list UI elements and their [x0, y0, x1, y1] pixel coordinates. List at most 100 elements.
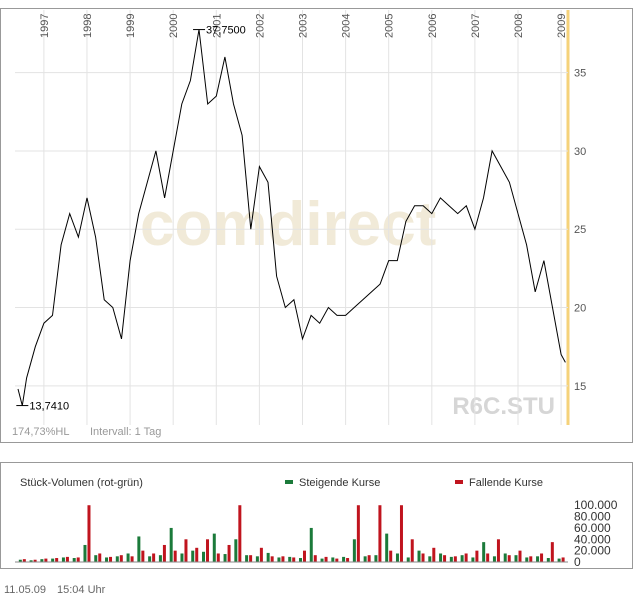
volume-bar: [346, 558, 350, 562]
volume-bar: [443, 555, 447, 562]
volume-bar: [259, 547, 263, 562]
x-tick-label: 2002: [254, 14, 266, 38]
y-tick-label: 15: [574, 381, 586, 393]
volume-bar: [223, 554, 227, 562]
volume-bar: [141, 550, 145, 562]
x-tick-label: 1997: [39, 14, 51, 38]
volume-bar: [238, 505, 242, 562]
volume-bar: [76, 557, 80, 562]
volume-bar: [471, 557, 475, 562]
volume-bar: [72, 558, 76, 562]
volume-bar: [417, 550, 421, 562]
volume-bar: [202, 551, 206, 562]
volume-bar: [374, 555, 378, 562]
legend-label: Steigende Kurse: [299, 477, 380, 489]
symbol: R6C.STU: [452, 393, 555, 420]
legend-label: Fallende Kurse: [469, 477, 543, 489]
volume-bar: [464, 553, 468, 562]
x-tick-label: 2004: [341, 14, 353, 38]
volume-bar: [22, 559, 26, 562]
volume-bar: [206, 539, 210, 562]
volume-bar: [518, 550, 522, 562]
volume-bar: [152, 553, 156, 562]
x-tick-label: 2007: [470, 14, 482, 38]
volume-bar: [65, 556, 69, 562]
volume-bar: [421, 553, 425, 562]
volume-bar: [292, 557, 296, 562]
watermark: comdirect: [140, 190, 436, 259]
volume-bar: [266, 552, 270, 562]
volume-bar: [180, 553, 184, 562]
volume-bar: [119, 555, 123, 562]
volume-bar: [234, 539, 238, 562]
volume-tick-label: 100.000: [574, 498, 618, 512]
volume-bar: [460, 555, 464, 562]
x-tick-label: 1999: [125, 14, 137, 38]
volume-bar: [449, 556, 453, 562]
volume-bar: [51, 558, 55, 562]
footer-date: 11.05.09: [4, 584, 46, 596]
y-tick-label: 30: [574, 146, 586, 158]
x-tick-label: 2005: [384, 14, 396, 38]
volume-bar: [249, 555, 253, 562]
volume-bar: [352, 539, 356, 562]
volume-bar: [536, 556, 540, 562]
volume-bar: [331, 557, 335, 562]
volume-bar: [363, 556, 367, 562]
volume-bar: [270, 556, 274, 562]
volume-bar: [105, 557, 109, 562]
volume-bar: [162, 544, 166, 562]
legend-swatch: [455, 480, 463, 484]
y-tick-label: 20: [574, 303, 586, 315]
volume-bar: [557, 558, 561, 562]
volume-bar: [309, 527, 313, 562]
volume-bar: [507, 555, 511, 562]
y-tick-label: 35: [574, 68, 586, 80]
volume-bar: [503, 553, 507, 562]
interval-info: Intervall: 1 Tag: [90, 426, 161, 438]
volume-bar: [324, 556, 328, 562]
volume-bar: [83, 544, 87, 562]
volume-title: Stück-Volumen (rot-grün): [20, 477, 143, 489]
volume-bar: [378, 505, 382, 562]
volume-bar: [40, 559, 44, 562]
volume-bar: [453, 556, 457, 562]
y-tick-label: 25: [574, 224, 586, 236]
volume-bar: [335, 558, 339, 562]
volume-bar: [546, 558, 550, 562]
volume-bar: [540, 553, 544, 562]
volume-bar: [561, 557, 565, 562]
volume-bar: [130, 556, 134, 562]
volume-bar: [288, 556, 292, 562]
volume-bar: [410, 539, 414, 562]
volume-bar: [227, 544, 231, 562]
volume-bar: [281, 556, 285, 562]
volume-bar: [245, 555, 249, 562]
volume-bar: [525, 557, 529, 562]
volume-bar: [61, 557, 65, 562]
x-tick-label: 2003: [297, 14, 309, 38]
volume-bar: [169, 527, 173, 562]
x-tick-label: 2001: [211, 14, 223, 38]
volume-bar: [395, 553, 399, 562]
legend-swatch: [285, 480, 293, 484]
volume-bar: [302, 550, 306, 562]
volume-bar: [94, 555, 98, 562]
volume-bar: [255, 556, 259, 562]
x-tick-label: 2000: [168, 14, 180, 38]
volume-bar: [320, 558, 324, 562]
volume-bar: [173, 550, 177, 562]
volume-bar: [158, 555, 162, 562]
volume-bar: [385, 533, 389, 562]
volume-tick-label: 40.000: [574, 532, 611, 546]
x-tick-label: 2008: [513, 14, 525, 38]
volume-bar: [18, 559, 22, 562]
volume-bar: [212, 533, 216, 562]
volume-bar: [298, 558, 302, 562]
volume-tick-label: 20.000: [574, 544, 611, 558]
volume-bar: [356, 505, 360, 562]
volume-bar: [98, 553, 102, 562]
volume-bar: [475, 550, 479, 562]
volume-bar: [277, 557, 281, 562]
